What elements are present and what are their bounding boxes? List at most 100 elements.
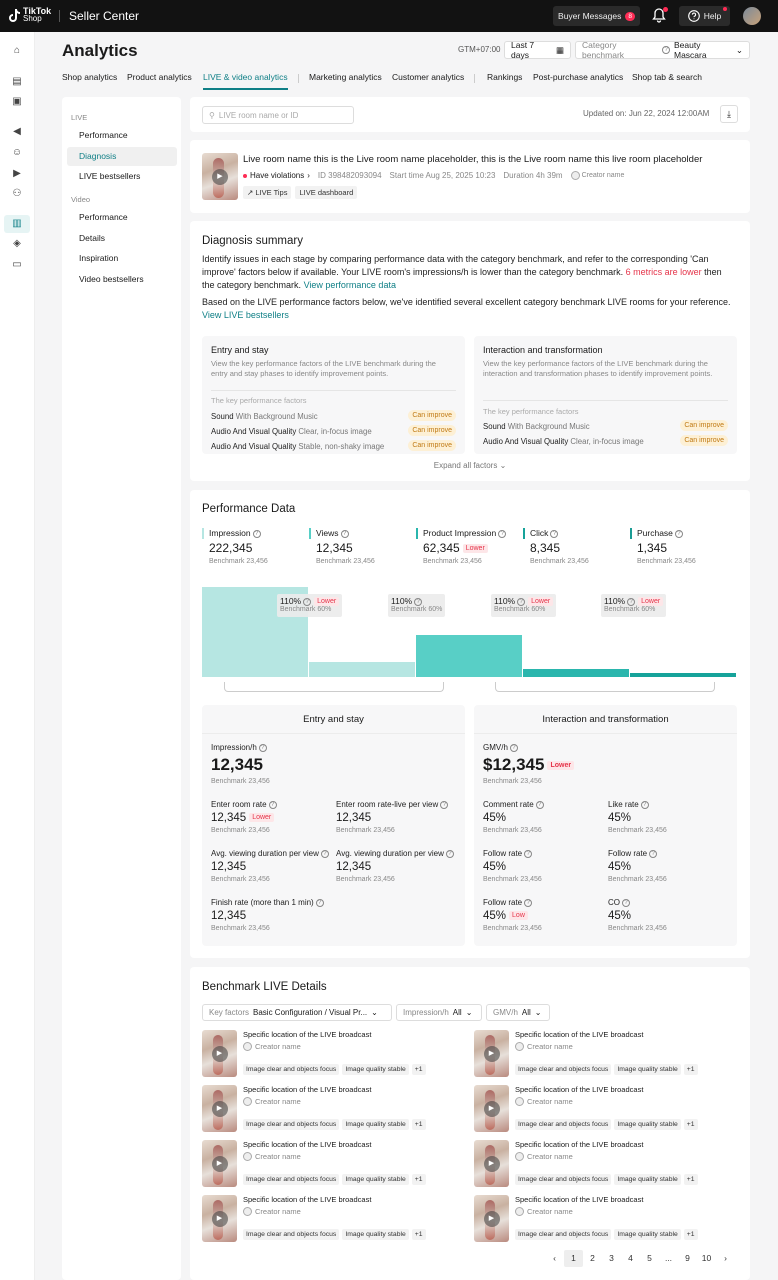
info-icon[interactable]: ? [414, 597, 423, 606]
tab-marketing-analytics[interactable]: Marketing analytics [309, 72, 382, 82]
info-icon[interactable]: ? [498, 529, 507, 538]
buyer-messages-button[interactable]: Buyer Messages 8 [553, 6, 640, 26]
expand-all-factors-button[interactable]: Expand all factors ⌄ [190, 461, 750, 470]
products-icon[interactable]: ▣ [12, 96, 22, 107]
page-3-button[interactable]: 3 [609, 1253, 614, 1263]
tag-live-tips[interactable]: ↗ LIVE Tips [243, 186, 292, 199]
user-avatar[interactable] [743, 7, 761, 25]
prev-page-button[interactable]: ‹ [553, 1253, 556, 1263]
notification-bell-icon[interactable] [652, 7, 668, 24]
analytics-icon[interactable]: ▥ [4, 215, 30, 233]
violations-link[interactable]: Have violations › [243, 171, 310, 180]
tag-live-dashboard[interactable]: LIVE dashboard [295, 186, 358, 199]
info-icon: ? [662, 46, 670, 54]
nav-video-performance[interactable]: Performance [79, 212, 128, 222]
category-benchmark-select[interactable]: Category benchmark? Beauty Mascara ⌄ [575, 40, 750, 60]
tab-post-purchase-analytics[interactable]: Post-purchase analytics [533, 72, 624, 82]
tab-rankings[interactable]: Rankings [487, 72, 523, 82]
creator-avatar-icon [515, 1152, 524, 1161]
benchmark-live-item[interactable]: ▶ Specific location of the LIVE broadcast… [202, 1140, 462, 1188]
info-icon[interactable]: ? [627, 597, 636, 606]
info-icon[interactable]: ? [535, 800, 544, 809]
benchmark-thumbnail[interactable]: ▶ [474, 1195, 509, 1242]
info-icon[interactable]: ? [550, 529, 559, 538]
benchmark-live-item[interactable]: ▶ Specific location of the LIVE broadcast… [474, 1140, 734, 1188]
growth-icon[interactable]: ⚇ [12, 188, 22, 199]
info-icon[interactable]: ? [524, 898, 533, 907]
benchmark-thumbnail[interactable]: ▶ [474, 1140, 509, 1187]
info-icon[interactable]: ? [640, 800, 649, 809]
info-icon[interactable]: ? [445, 849, 454, 858]
tab-shop-analytics[interactable]: Shop analytics [62, 72, 118, 82]
info-icon[interactable]: ? [674, 529, 683, 538]
nav-video-details[interactable]: Details [79, 233, 105, 243]
benchmark-thumbnail[interactable]: ▶ [202, 1195, 237, 1242]
impression-filter[interactable]: Impression/h All ⌄ [396, 1004, 482, 1021]
date-range-select[interactable]: Last 7 days ▦ [504, 40, 571, 60]
page-10-button[interactable]: 10 [701, 1253, 712, 1263]
info-icon[interactable]: ? [622, 898, 630, 907]
page-1-button[interactable]: 1 [564, 1250, 583, 1267]
nav-video-inspiration[interactable]: Inspiration [79, 253, 119, 263]
info-icon[interactable]: ? [315, 898, 324, 907]
tab-shop-tab-search[interactable]: Shop tab & search [632, 72, 702, 82]
info-icon[interactable]: ? [340, 529, 349, 538]
info-icon[interactable]: ? [268, 800, 277, 809]
gmv-filter[interactable]: GMV/h All ⌄ [486, 1004, 550, 1021]
page-4-button[interactable]: 4 [628, 1253, 633, 1263]
nav-live-performance[interactable]: Performance [79, 130, 128, 140]
benchmark-live-item[interactable]: ▶ Specific location of the LIVE broadcast… [202, 1085, 462, 1133]
info-icon[interactable]: ? [517, 597, 526, 606]
benchmark-thumbnail[interactable]: ▶ [202, 1140, 237, 1187]
page-9-button[interactable]: 9 [685, 1253, 690, 1263]
benchmark-tag: +1 [683, 1064, 698, 1075]
benchmark-creator: Creator name [243, 1042, 301, 1051]
nav-video-bestsellers[interactable]: Video bestsellers [79, 274, 144, 284]
tiktok-shop-logo[interactable]: TikTok Shop [8, 7, 51, 23]
tab-live-video-analytics[interactable]: LIVE & video analytics [203, 72, 288, 90]
view-performance-data-link[interactable]: View performance data [303, 280, 396, 290]
benchmark-live-item[interactable]: ▶ Specific location of the LIVE broadcast… [474, 1085, 734, 1133]
metric-value: 8,345 [530, 541, 561, 555]
lower-badge: Lower [314, 597, 340, 607]
benchmark-live-item[interactable]: ▶ Specific location of the LIVE broadcast… [474, 1030, 734, 1078]
next-page-button[interactable]: › [724, 1253, 727, 1263]
info-icon[interactable]: ? [252, 529, 261, 538]
info-icon[interactable]: ? [509, 743, 518, 752]
download-icon: ⤓ [727, 109, 731, 119]
finance-icon[interactable]: ▭ [12, 259, 22, 270]
benchmark-live-item[interactable]: ▶ Specific location of the LIVE broadcast… [474, 1195, 734, 1243]
info-icon[interactable]: ? [440, 800, 449, 809]
key-factors-filter[interactable]: Key factors Basic Configuration / Visual … [202, 1004, 392, 1021]
live-room-thumbnail[interactable]: ▶ [202, 153, 238, 200]
info-icon[interactable]: ? [320, 849, 329, 858]
info-icon[interactable]: ? [649, 849, 658, 858]
benchmark-thumbnail[interactable]: ▶ [202, 1030, 237, 1077]
info-icon[interactable]: ? [524, 849, 533, 858]
can-improve-badge: Can improve [680, 435, 728, 446]
shield-icon[interactable]: ◈ [13, 238, 21, 249]
info-icon[interactable]: ? [303, 597, 312, 606]
live-video-icon[interactable]: ▶ [13, 168, 21, 179]
page-2-button[interactable]: 2 [590, 1253, 595, 1263]
nav-live-diagnosis[interactable]: Diagnosis [67, 147, 177, 166]
nav-live-bestsellers[interactable]: LIVE bestsellers [79, 171, 141, 181]
benchmark-thumbnail[interactable]: ▶ [474, 1085, 509, 1132]
affiliate-icon[interactable]: ☺ [11, 147, 23, 158]
factor-main: Sound [483, 422, 506, 431]
benchmark-live-item[interactable]: ▶ Specific location of the LIVE broadcast… [202, 1030, 462, 1078]
benchmark-live-item[interactable]: ▶ Specific location of the LIVE broadcast… [202, 1195, 462, 1243]
page-5-button[interactable]: 5 [647, 1253, 652, 1263]
marketing-icon[interactable]: ◀ [13, 126, 21, 137]
benchmark-thumbnail[interactable]: ▶ [474, 1030, 509, 1077]
tab-product-analytics[interactable]: Product analytics [127, 72, 192, 82]
home-icon[interactable]: ⌂ [13, 45, 21, 56]
info-icon[interactable]: ? [258, 743, 267, 752]
benchmark-thumbnail[interactable]: ▶ [202, 1085, 237, 1132]
orders-icon[interactable]: ▤ [12, 76, 22, 87]
tab-customer-analytics[interactable]: Customer analytics [392, 72, 465, 82]
live-room-search-input[interactable]: ⚲ LIVE room name or ID [202, 106, 354, 124]
download-button[interactable]: ⤓ [720, 105, 738, 123]
help-button[interactable]: Help [679, 6, 730, 26]
view-live-bestsellers-link[interactable]: View LIVE bestsellers [202, 310, 289, 320]
